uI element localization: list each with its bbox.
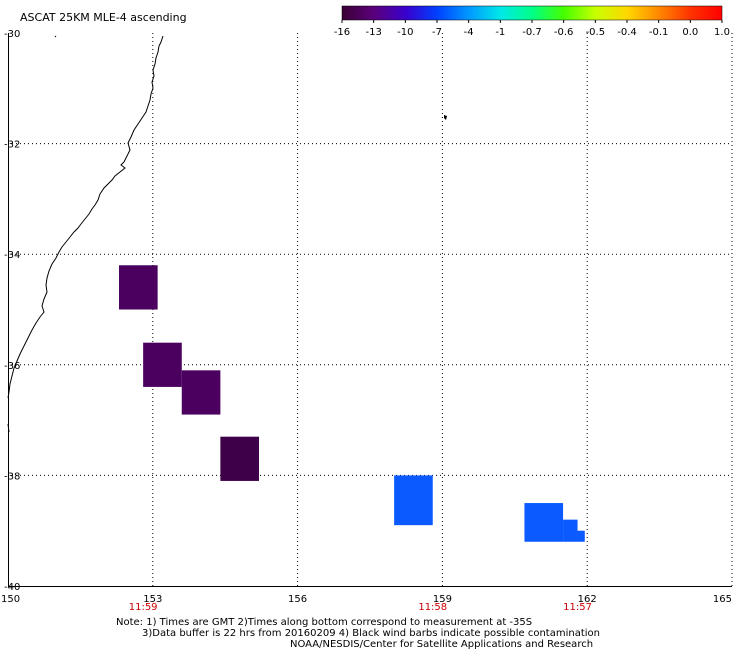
stray-mark	[54, 35, 57, 38]
wind-cell	[119, 265, 158, 310]
lat-label: -32	[4, 140, 20, 151]
legend-label: -1	[495, 27, 505, 38]
lon-label: 156	[288, 594, 307, 605]
legend-label: -0.7	[522, 27, 542, 38]
time-label: 11:59	[129, 602, 158, 613]
longitude-labels: 150 153 156 159 162 165	[1, 594, 732, 605]
lat-label: -38	[4, 471, 20, 482]
map-title: ASCAT 25KM MLE-4 ascending	[20, 11, 187, 24]
time-label: 11:57	[563, 602, 592, 613]
wind-cell	[524, 503, 564, 542]
wind-cell	[220, 436, 259, 481]
lon-label: 162	[578, 594, 597, 605]
legend-label: -0.6	[554, 27, 574, 38]
wind-cell	[577, 530, 585, 542]
lat-label: -34	[4, 250, 20, 261]
latitude-labels: -30 -32 -34 -36 -38 -40	[4, 29, 20, 593]
lon-label: 153	[143, 594, 162, 605]
note-line-2: 3)Data buffer is 22 hrs from 20160209 4)…	[142, 628, 600, 639]
lat-label: -40	[4, 582, 20, 593]
wind-cell	[143, 342, 182, 387]
plot-frame	[8, 33, 732, 586]
lat-label: -30	[4, 29, 20, 40]
island-marker	[444, 115, 447, 120]
legend-label: -0.1	[649, 27, 669, 38]
lon-label: 159	[433, 594, 452, 605]
legend-label: -0.5	[586, 27, 606, 38]
legend-label: 0.0	[682, 27, 698, 38]
legend-label: -0.4	[617, 27, 637, 38]
note-line-3: NOAA/NESDIS/Center for Satellite Applica…	[290, 639, 593, 650]
graticule	[8, 33, 733, 586]
legend-label: -13	[365, 27, 381, 38]
plot-area: -30 -32 -34 -36 -38 -40 150 153 156 159 162 165 11…	[1, 29, 733, 613]
wind-cell	[563, 519, 578, 542]
legend-label: -7	[432, 27, 442, 38]
legend-label: 1.0	[714, 27, 730, 38]
wind-cell	[394, 475, 433, 526]
lon-label: 165	[713, 594, 732, 605]
wind-cell	[181, 370, 221, 415]
note-line-1: Note: 1) Times are GMT 2)Times along bot…	[116, 617, 532, 628]
coastline	[7, 35, 164, 399]
color-legend: -16 -13 -10 -7 -4 -1 -0.7 -0.6 -0.5 -0.4 -0.1 0.0 1.…	[334, 5, 730, 38]
legend-label: -16	[334, 27, 350, 38]
time-labels: 11:59 11:58 11:57	[129, 602, 592, 613]
wind-cells	[119, 265, 585, 542]
legend-colorbar	[341, 5, 723, 21]
time-label: 11:58	[418, 602, 447, 613]
legend-label: -4	[464, 27, 474, 38]
coastline-fragment	[7, 423, 10, 433]
lon-label: 150	[1, 594, 20, 605]
lat-label: -36	[4, 361, 20, 372]
legend-label: -10	[397, 27, 413, 38]
